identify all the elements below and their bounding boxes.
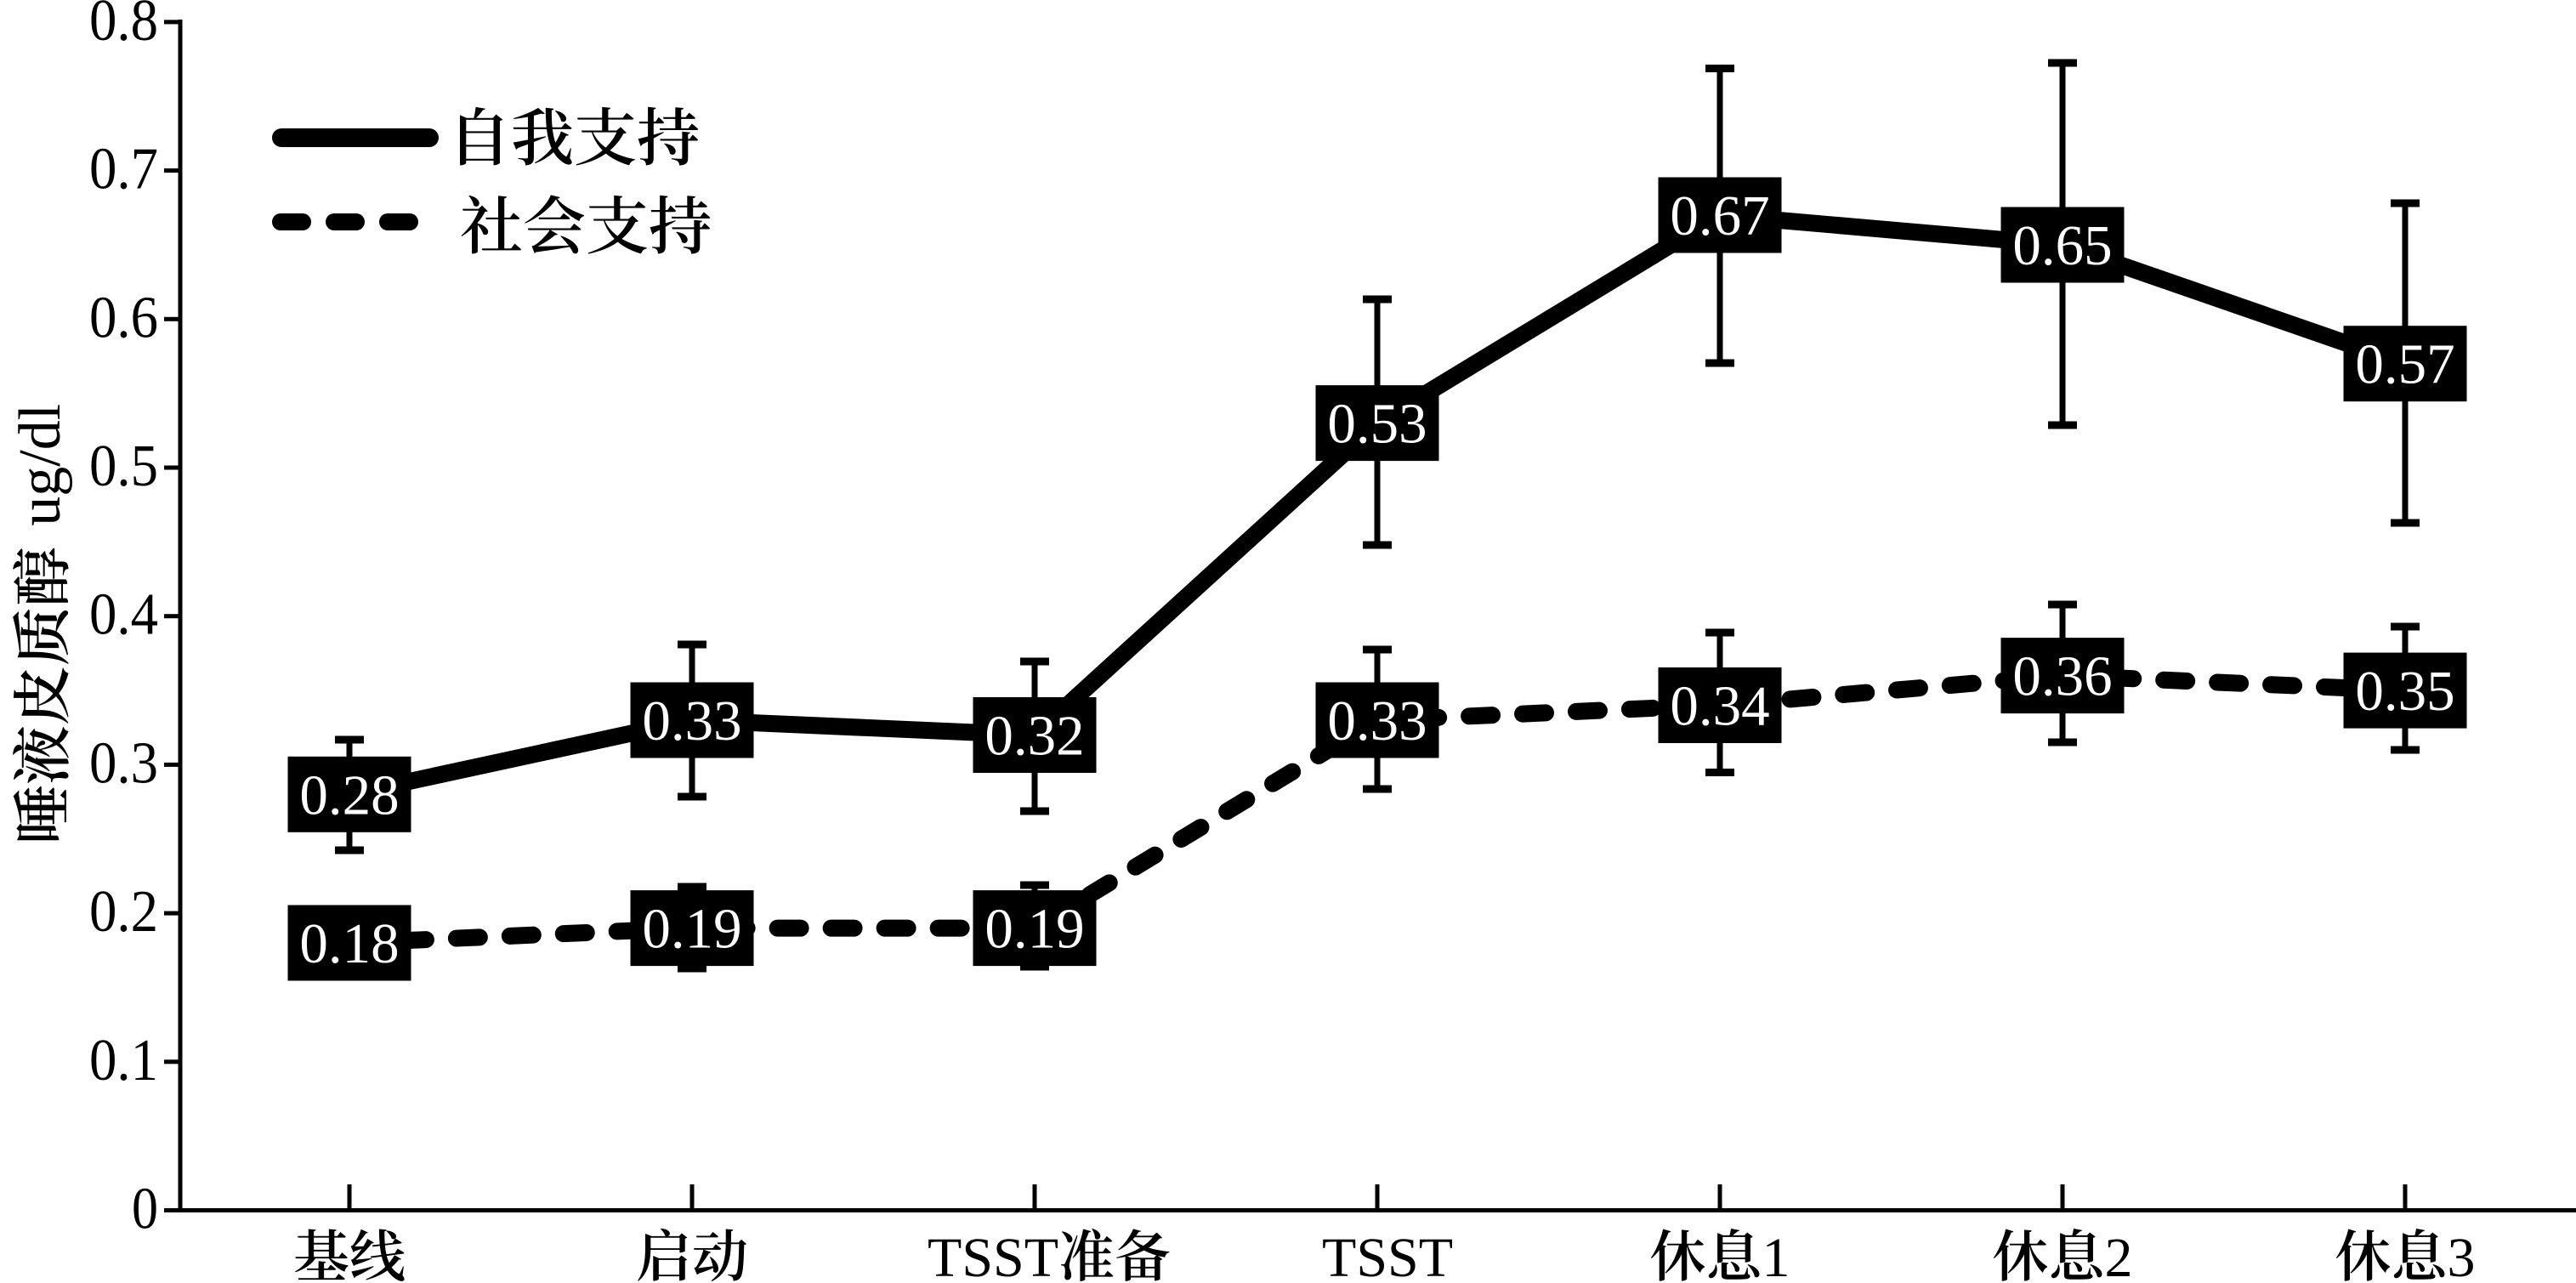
- svg-text:1: 1: [1762, 1227, 1790, 1283]
- svg-text:TSST: TSST: [928, 1227, 1058, 1283]
- svg-text:0.57: 0.57: [2355, 333, 2454, 396]
- svg-text:0: 0: [132, 1177, 158, 1242]
- svg-text:0.2: 0.2: [89, 879, 158, 945]
- svg-text:0.36: 0.36: [2012, 645, 2112, 708]
- svg-text:0.33: 0.33: [1327, 690, 1427, 752]
- svg-text:0.28: 0.28: [299, 764, 399, 826]
- svg-text:0.19: 0.19: [642, 898, 741, 961]
- svg-text:TSST: TSST: [1322, 1227, 1453, 1283]
- svg-text:0.4: 0.4: [89, 582, 158, 648]
- svg-text:0.3: 0.3: [89, 730, 158, 796]
- svg-text:0.35: 0.35: [2355, 660, 2454, 723]
- svg-text:0.65: 0.65: [2012, 214, 2112, 277]
- svg-text:0.67: 0.67: [1670, 185, 1769, 247]
- svg-text:0.34: 0.34: [1670, 675, 1769, 738]
- svg-text:0.1: 0.1: [89, 1028, 158, 1093]
- svg-text:0.18: 0.18: [299, 912, 399, 975]
- svg-text:3: 3: [2448, 1227, 2476, 1283]
- svg-text:0.7: 0.7: [89, 137, 158, 202]
- svg-text:0.53: 0.53: [1327, 393, 1427, 456]
- svg-text:0.8: 0.8: [89, 0, 158, 54]
- svg-text:0.33: 0.33: [642, 690, 741, 752]
- svg-text:ug/dl: ug/dl: [8, 404, 73, 526]
- svg-text:0.19: 0.19: [984, 898, 1084, 961]
- svg-text:0.5: 0.5: [89, 434, 158, 499]
- svg-text:2: 2: [2105, 1227, 2133, 1283]
- svg-text:0.6: 0.6: [89, 285, 158, 350]
- svg-text:0.32: 0.32: [984, 705, 1084, 768]
